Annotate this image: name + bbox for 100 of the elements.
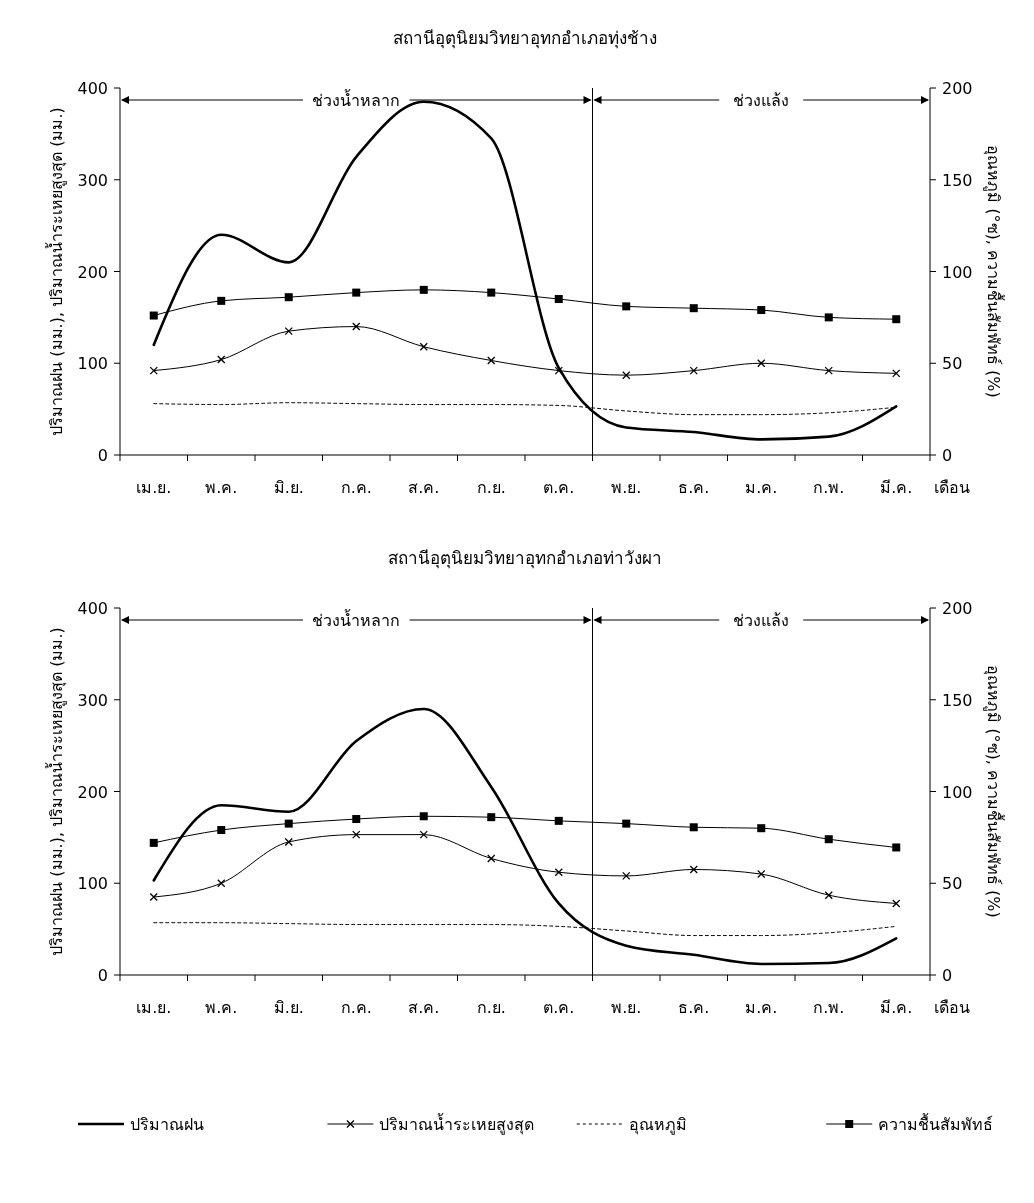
x-tick-label: ม.ค.	[745, 998, 778, 1017]
point	[419, 830, 428, 839]
point	[622, 302, 631, 311]
x-tick-label: ส.ค.	[408, 478, 440, 497]
y-tick-label: 400	[77, 599, 108, 618]
x-tick-label: ก.ย.	[476, 998, 506, 1017]
y-tick-label: 200	[77, 782, 108, 802]
y-tick-label: 0	[97, 446, 108, 465]
y2-tick-label: 200	[942, 599, 973, 618]
point	[757, 824, 766, 833]
point	[487, 288, 496, 297]
point	[757, 306, 766, 315]
y-tick-label: 300	[77, 170, 108, 190]
point	[689, 865, 698, 874]
point	[352, 322, 361, 331]
x-tick-label: มี.ค.	[880, 478, 913, 497]
y2-tick-label: 50	[942, 354, 963, 374]
y2-axis-title: อุณหภูมิ (°ซ), ความชื้นสัมพัทธ์ (%)	[983, 665, 1005, 918]
y-tick-label: 200	[77, 262, 108, 282]
point	[554, 366, 563, 375]
chart-title: สถานีอุตุนิยมวิทยาอุทกอำเภอทุ่งช้าง	[393, 28, 657, 49]
point	[622, 819, 631, 828]
x-axis-title: เดือน	[934, 998, 970, 1017]
y-axis-title: ปริมาณฝน (มม.), ปริมาณน้ำระเหยสูงสุด (มม.)	[45, 107, 67, 436]
point	[149, 892, 158, 902]
point	[284, 326, 293, 336]
legend-label: ปริมาณฝน	[130, 1115, 204, 1134]
x-tick-label: เม.ย.	[136, 478, 172, 497]
y-tick-label: 100	[77, 354, 108, 374]
y2-tick-label: 0	[942, 966, 953, 985]
point	[824, 313, 833, 322]
y2-tick-label: 0	[942, 446, 953, 465]
point	[689, 823, 698, 832]
annotation: ช่วงแล้ง	[733, 611, 790, 630]
x-tick-label: ก.ค.	[340, 478, 372, 497]
x-tick-label: ธ.ค.	[678, 998, 710, 1017]
x-tick-label: ม.ค.	[745, 478, 778, 497]
legend-label: ปริมาณน้ำระเหยสูงสุด	[379, 1113, 535, 1135]
y2-tick-label: 150	[942, 690, 973, 710]
point	[217, 826, 226, 835]
point	[149, 366, 158, 375]
y2-tick-label: 100	[942, 782, 973, 802]
legend-label: ความชื้นสัมพัทธ์	[878, 1113, 994, 1134]
y-tick-label: 400	[77, 79, 108, 98]
point	[892, 369, 901, 378]
point	[824, 835, 833, 844]
point	[217, 355, 226, 364]
x-tick-label: พ.ย.	[611, 478, 642, 497]
point	[217, 296, 226, 305]
y-tick-label: 100	[77, 874, 108, 894]
chart-title: สถานีอุตุนิยมวิทยาอุทกอำเภอท่าวังผา	[388, 548, 662, 569]
x-tick-label: เม.ย.	[136, 998, 172, 1017]
y-tick-label: 300	[77, 690, 108, 710]
x-axis-title: เดือน	[934, 478, 970, 497]
point	[554, 295, 563, 304]
x-tick-label: ก.ย.	[476, 478, 506, 497]
point	[554, 816, 563, 825]
y-tick-label: 0	[97, 966, 108, 985]
x-tick-label: ธ.ค.	[678, 478, 710, 497]
x-tick-label: ก.พ.	[813, 478, 845, 497]
x-tick-label: มิ.ย.	[273, 998, 304, 1017]
x-tick-label: มิ.ย.	[273, 478, 304, 497]
x-tick-label: พ.ค.	[205, 998, 238, 1017]
point	[419, 812, 428, 821]
point	[622, 871, 631, 881]
point	[284, 837, 293, 847]
y2-tick-label: 200	[942, 79, 973, 98]
x-tick-label: ก.ค.	[340, 998, 372, 1017]
point	[149, 311, 158, 320]
x-tick-label: พ.ค.	[205, 478, 238, 497]
point	[892, 315, 901, 324]
point	[892, 899, 901, 908]
point	[824, 366, 833, 375]
annotation: ช่วงน้ำหลาก	[312, 609, 401, 630]
point	[352, 815, 361, 824]
point	[487, 356, 496, 365]
point	[487, 813, 496, 822]
point	[757, 869, 766, 879]
legend-label: อุณหภูมิ	[628, 1115, 687, 1135]
y2-tick-label: 150	[942, 170, 973, 190]
point	[757, 359, 766, 368]
point	[284, 819, 293, 828]
x-tick-label: ต.ค.	[543, 998, 575, 1017]
x-tick-label: พ.ย.	[611, 998, 642, 1017]
point	[419, 285, 428, 294]
point	[352, 288, 361, 297]
y2-tick-label: 50	[942, 874, 963, 894]
point	[284, 293, 293, 302]
point	[217, 879, 226, 888]
x-tick-label: ก.พ.	[813, 998, 845, 1017]
point	[149, 838, 158, 847]
x-tick-label: ต.ค.	[543, 478, 575, 497]
y2-axis-title: อุณหภูมิ (°ซ), ความชื้นสัมพัทธ์ (%)	[983, 145, 1005, 398]
x-tick-label: ส.ค.	[408, 998, 440, 1017]
point	[352, 830, 361, 839]
y-axis-title: ปริมาณฝน (มม.), ปริมาณน้ำระเหยสูงสุด (มม.)	[45, 627, 67, 956]
point	[622, 371, 631, 380]
point	[824, 891, 833, 900]
point	[892, 843, 901, 852]
y2-tick-label: 100	[942, 262, 973, 282]
